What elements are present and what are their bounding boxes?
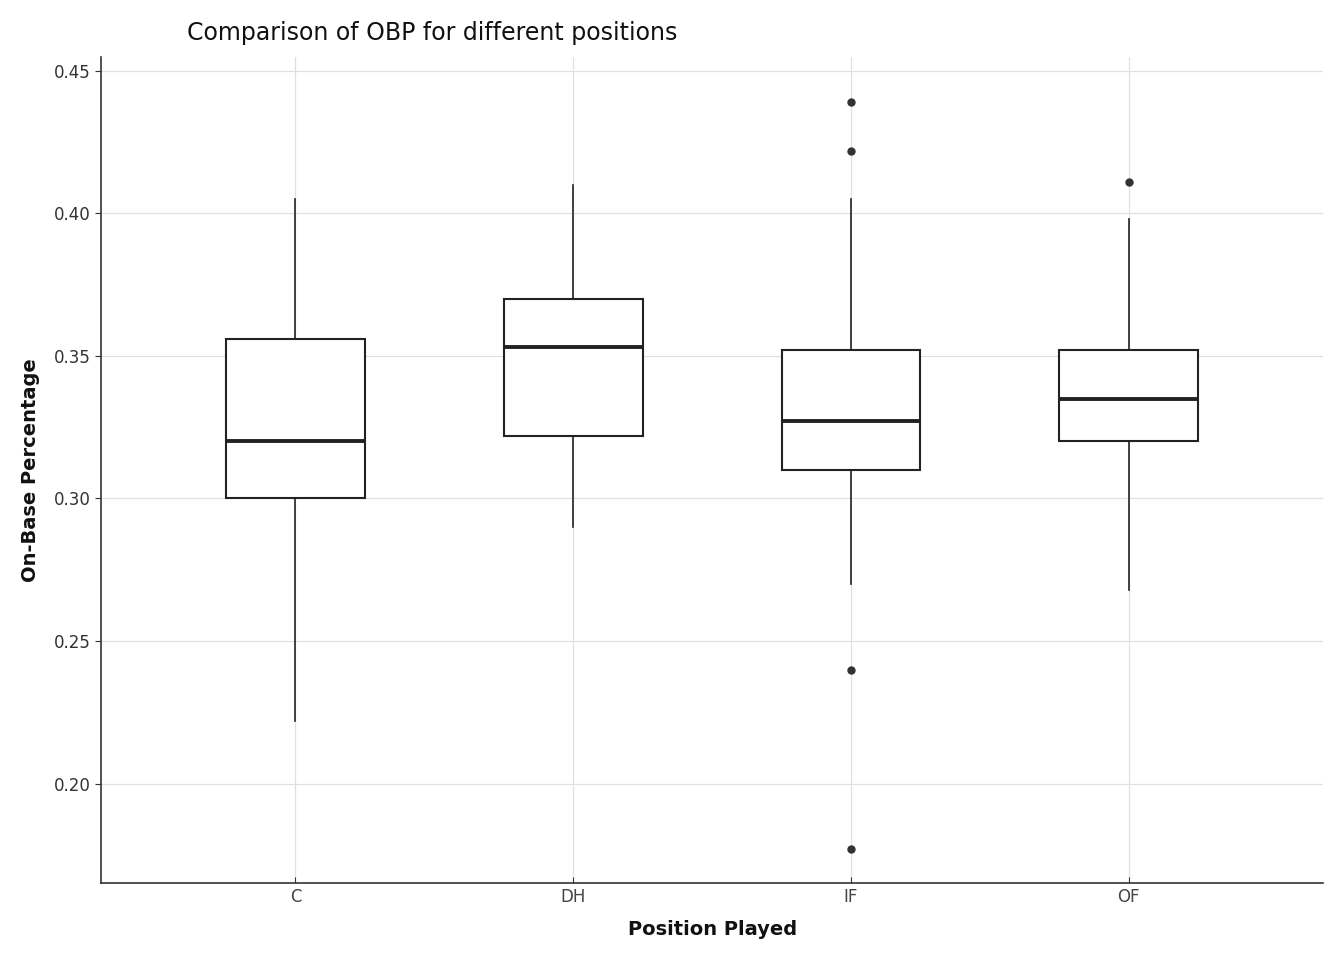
Text: Comparison of OBP for different positions: Comparison of OBP for different position… bbox=[187, 21, 677, 45]
PathPatch shape bbox=[226, 339, 364, 498]
PathPatch shape bbox=[1059, 350, 1198, 442]
PathPatch shape bbox=[781, 350, 921, 470]
Y-axis label: On-Base Percentage: On-Base Percentage bbox=[22, 358, 40, 582]
PathPatch shape bbox=[504, 299, 642, 436]
X-axis label: Position Played: Position Played bbox=[628, 921, 797, 939]
